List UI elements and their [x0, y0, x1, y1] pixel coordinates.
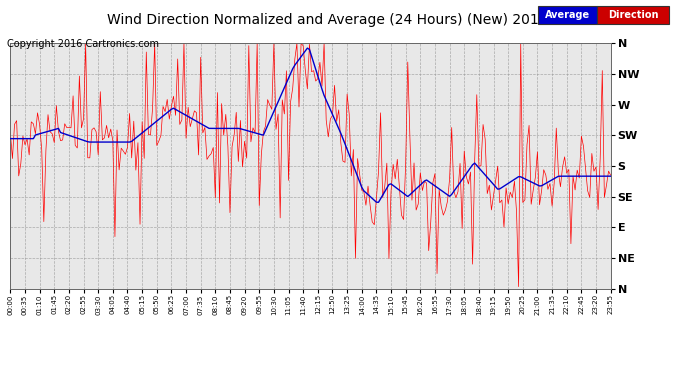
Text: Copyright 2016 Cartronics.com: Copyright 2016 Cartronics.com: [7, 39, 159, 50]
Text: Average: Average: [545, 10, 590, 20]
Text: Wind Direction Normalized and Average (24 Hours) (New) 20160312: Wind Direction Normalized and Average (2…: [107, 13, 583, 27]
Text: Direction: Direction: [608, 10, 658, 20]
